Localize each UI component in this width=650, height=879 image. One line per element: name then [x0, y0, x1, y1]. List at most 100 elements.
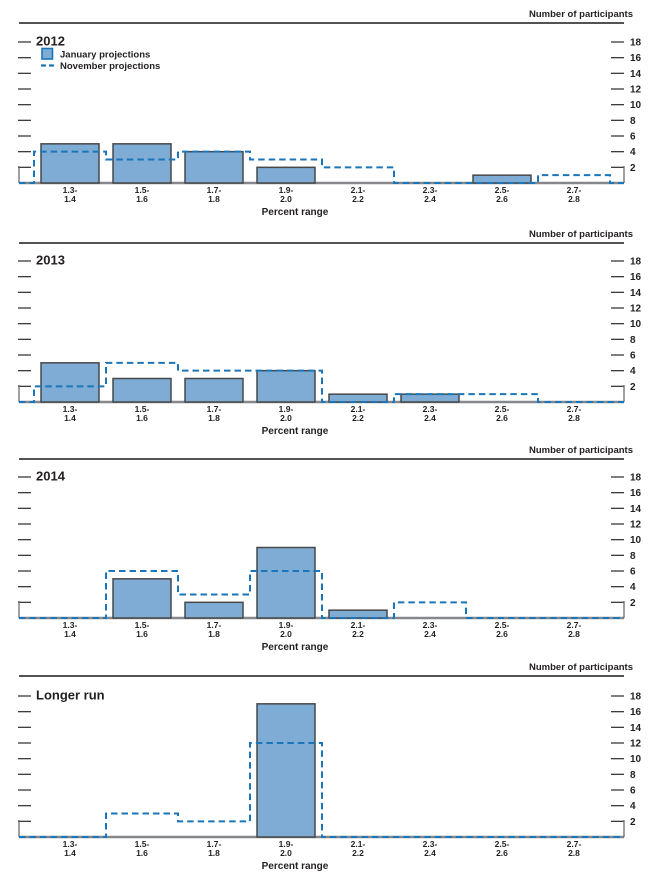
x-tick-label: 2.5-2.6	[495, 185, 510, 204]
x-axis-label: Percent range	[262, 426, 329, 437]
y-tick-label: 2	[630, 382, 636, 393]
y-tick-label: 18	[630, 473, 642, 484]
bar-1.3-1.4	[40, 362, 100, 403]
panel-2013-chart: Number of participants 2 4 6 8 10 12 14 16 18 1.3-…	[18, 230, 642, 437]
y-tick-label: 8	[630, 116, 636, 127]
x-tick-label: 2.7-2.8	[567, 620, 582, 639]
x-tick-label: 2.5-2.6	[495, 404, 510, 423]
november-projections-line	[19, 361, 624, 403]
x-tick-label: 2.3-2.4	[423, 839, 438, 858]
legend-january-swatch	[41, 47, 54, 60]
november-projections-line	[19, 150, 624, 184]
x-tick-label: 1.5-1.6	[135, 404, 150, 423]
y-axis-label: Number of participants	[529, 230, 633, 240]
bar-1.7-1.8	[184, 150, 244, 184]
x-tick-label: 1.3-1.4	[63, 185, 78, 204]
x-tick-label: 2.1-2.2	[351, 404, 366, 423]
panel-title: 2013	[36, 253, 65, 268]
panel-longer-run-chart: Number of participants 2 4 6 8 10 12 14 16 18 1.3-…	[18, 662, 642, 872]
bar-1.9-2.0	[256, 369, 316, 403]
x-tick-label: 2.7-2.8	[567, 185, 582, 204]
bar-2.1-2.2	[328, 609, 388, 619]
y-tick-label: 12	[630, 520, 642, 531]
x-tick-label: 2.5-2.6	[495, 620, 510, 639]
x-tick-label: 1.5-1.6	[135, 839, 150, 858]
bar-1.9-2.0	[256, 703, 316, 838]
panel-2014-chart: Number of participants 2 4 6 8 10 12 14 16 18 1.3-…	[18, 445, 642, 653]
y-tick-label: 4	[630, 147, 636, 158]
y-tick-label: 2	[630, 598, 636, 609]
y-tick-label: 14	[630, 504, 642, 515]
x-tick-label: 2.1-2.2	[351, 620, 366, 639]
chart-panel: Number of participants 2 4 6 8 10 12 14 16 18 1.3-…	[0, 660, 650, 879]
bar-1.5-1.6	[112, 578, 172, 619]
x-tick-label: 2.3-2.4	[423, 620, 438, 639]
y-axis-label: Number of participants	[529, 9, 633, 20]
x-tick-label: 1.5-1.6	[135, 620, 150, 639]
x-tick-label: 2.3-2.4	[423, 185, 438, 204]
y-axis-label: Number of participants	[529, 445, 633, 456]
y-tick-label: 8	[630, 551, 636, 562]
legend-november-label: November projections	[60, 61, 160, 72]
y-tick-label: 8	[630, 335, 636, 346]
y-tick-label: 10	[630, 754, 642, 765]
x-axis-label: Percent range	[262, 642, 329, 653]
y-tick-label: 6	[630, 567, 636, 578]
y-tick-label: 12	[630, 739, 642, 750]
x-axis-label: Percent range	[262, 861, 329, 872]
november-projections-line	[19, 570, 624, 619]
y-tick-label: 18	[630, 38, 642, 49]
y-tick-label: 2	[630, 817, 636, 828]
x-tick-label: 1.9-2.0	[279, 185, 294, 204]
panel-title: Longer run	[36, 688, 105, 703]
y-tick-label: 16	[630, 53, 642, 64]
x-tick-label: 1.5-1.6	[135, 185, 150, 204]
y-tick-label: 14	[630, 288, 642, 299]
bar-1.9-2.0	[256, 166, 316, 184]
january-bars-series	[112, 546, 388, 619]
panel-2012-chart: Number of participants 2 4 6 8 10 12 14 16 18 1.3-…	[18, 9, 642, 218]
bar-2.5-2.6	[472, 174, 532, 184]
november-projections-line	[19, 742, 624, 838]
panel-title: 2012	[36, 34, 65, 49]
x-tick-label: 2.1-2.2	[351, 185, 366, 204]
bar-1.5-1.6	[112, 377, 172, 403]
y-tick-label: 4	[630, 582, 636, 593]
y-tick-label: 10	[630, 100, 642, 111]
bar-1.3-1.4	[40, 143, 100, 184]
legend-january-label: January projections	[60, 50, 150, 61]
chart-panel: Number of participants 2 4 6 8 10 12 14 16 18 1.3-…	[0, 230, 650, 440]
y-tick-label: 16	[630, 272, 642, 283]
y-tick-label: 6	[630, 786, 636, 797]
y-tick-label: 18	[630, 692, 642, 703]
bar-2.3-2.4	[400, 393, 460, 403]
x-tick-label: 1.3-1.4	[63, 839, 78, 858]
x-tick-label: 1.7-1.8	[207, 185, 222, 204]
y-tick-label: 6	[630, 132, 636, 143]
y-tick-label: 12	[630, 85, 642, 96]
x-tick-label: 1.9-2.0	[279, 404, 294, 423]
x-tick-label: 1.3-1.4	[63, 620, 78, 639]
x-tick-label: 2.1-2.2	[351, 839, 366, 858]
x-tick-label: 2.7-2.8	[567, 404, 582, 423]
bar-2.1-2.2	[328, 393, 388, 403]
x-tick-label: 2.7-2.8	[567, 839, 582, 858]
x-axis-label: Percent range	[262, 207, 329, 218]
january-bars-series	[40, 143, 532, 184]
chart-panel: Number of participants 2 4 6 8 10 12 14 16 18 1.3-…	[0, 440, 650, 660]
x-tick-label: 1.9-2.0	[279, 620, 294, 639]
x-tick-label: 1.3-1.4	[63, 404, 78, 423]
chart-panel: Number of participants 2 4 6 8 10 12 14 16 18 1.3-…	[0, 0, 650, 230]
x-tick-label: 1.7-1.8	[207, 404, 222, 423]
panel-title: 2014	[36, 469, 66, 484]
x-tick-label: 2.3-2.4	[423, 404, 438, 423]
y-tick-label: 4	[630, 801, 636, 812]
y-tick-label: 8	[630, 770, 636, 781]
y-tick-label: 6	[630, 351, 636, 362]
y-tick-label: 10	[630, 319, 642, 330]
y-axis-label: Number of participants	[529, 662, 633, 673]
x-tick-label: 1.9-2.0	[279, 839, 294, 858]
x-tick-label: 1.7-1.8	[207, 620, 222, 639]
x-tick-label: 2.5-2.6	[495, 839, 510, 858]
